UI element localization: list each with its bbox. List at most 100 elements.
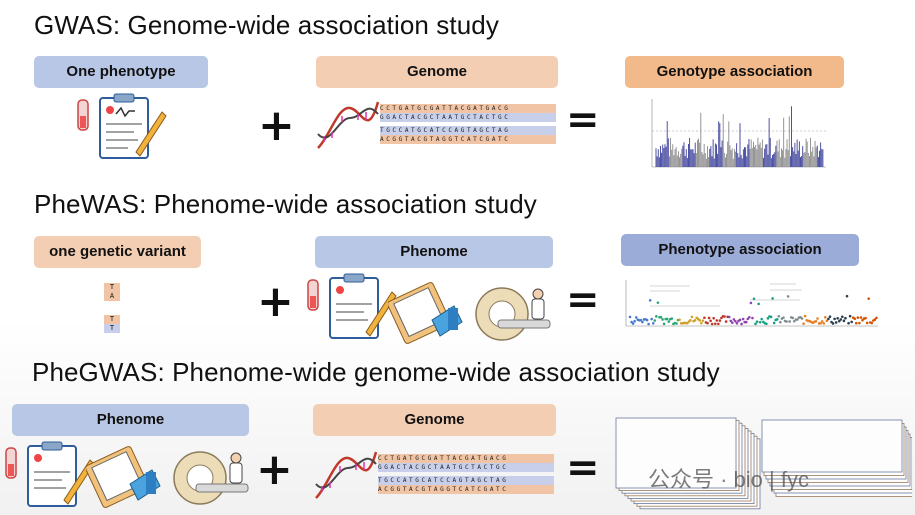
phewas-dot xyxy=(850,320,853,324)
phewas-dot xyxy=(786,295,790,298)
phewas-dot xyxy=(803,314,807,318)
phewas-dot xyxy=(670,317,674,320)
phewas-dot xyxy=(755,320,759,323)
phewas-dot xyxy=(712,316,715,320)
phewas-dot xyxy=(839,318,843,321)
phewas-dot xyxy=(700,321,703,325)
phewas-dot xyxy=(785,320,788,323)
mri-scanner-icon xyxy=(475,287,551,341)
phewas-plot-icon xyxy=(625,280,878,327)
phewas-dot xyxy=(793,319,796,323)
phewas-dot xyxy=(662,322,666,326)
variant-base: T xyxy=(104,324,120,333)
phewas-dot xyxy=(824,315,827,319)
phewas-dot xyxy=(831,322,835,325)
phewas-dot xyxy=(845,294,849,298)
phewas-dot xyxy=(738,318,742,322)
phewas-dot xyxy=(779,320,782,324)
phewas-dot xyxy=(723,315,726,318)
phewas-dot xyxy=(634,316,638,319)
phewas-dot xyxy=(848,314,852,318)
phewas-dot xyxy=(825,319,829,323)
phewas-dot xyxy=(752,297,756,301)
sequence-row: GGACTACGCTAATGCTACTGC xyxy=(378,463,554,472)
phewas-dot xyxy=(639,318,643,322)
doctor-clipboard-icon xyxy=(86,446,161,508)
phewas-dot xyxy=(734,319,737,323)
sequence-row: CCTGATGCGATTACGATGACG xyxy=(380,104,556,113)
sequence-row: ACGGTACGTAGGTCATCGATC xyxy=(380,135,556,144)
equals-sign: = xyxy=(566,277,600,323)
phewas-dot xyxy=(641,320,644,324)
phewas-dot xyxy=(744,320,748,324)
phewas-dot xyxy=(822,322,826,325)
phewas-dot xyxy=(853,317,857,320)
phewas-dot xyxy=(731,321,734,324)
phewas-dot xyxy=(693,318,697,322)
phewas-dot xyxy=(741,317,745,321)
dna-sequence-genome-phegwas: CCTGATGCGATTACGATGACG GGACTACGCTAATGCTAC… xyxy=(378,454,554,494)
phewas-dot xyxy=(758,320,762,324)
gwas-title: GWAS: Genome-wide association study xyxy=(34,10,499,40)
phewas-dot xyxy=(864,316,867,320)
phewas-dot xyxy=(749,301,753,305)
mri-scanner-icon xyxy=(173,451,249,505)
phewas-dot xyxy=(771,297,774,300)
phewas-dot xyxy=(820,320,824,323)
phewas-dot xyxy=(772,321,776,325)
phewas-dot xyxy=(689,319,692,322)
phewas-dot xyxy=(775,318,779,321)
phewas-dot xyxy=(865,321,869,325)
phewas-dot xyxy=(628,315,632,319)
plus-sign: + xyxy=(257,276,294,327)
sequence-row: TGCCATGCATCCAGTAGCTAG xyxy=(380,126,556,135)
dna-helix-icon xyxy=(315,451,378,499)
phenome-box: Phenome xyxy=(315,236,553,268)
phewas-dot xyxy=(751,316,754,320)
phewas-dot xyxy=(757,302,760,306)
phewas-dot xyxy=(732,318,736,321)
phewas-title: PheWAS: Phenome-wide association study xyxy=(34,189,537,219)
phewas-dot xyxy=(645,318,649,322)
phewas-dot xyxy=(703,316,706,320)
phewas-dot xyxy=(827,317,830,321)
phewas-dot xyxy=(715,319,719,322)
phewas-dot xyxy=(816,317,819,320)
phewas-dot xyxy=(717,322,720,326)
phewas-dot xyxy=(698,319,702,322)
phewas-dot xyxy=(651,321,655,325)
clipboard-icon xyxy=(5,441,95,507)
stacked-plot-panel xyxy=(761,419,903,473)
phewas-dot xyxy=(707,316,711,320)
phewas-dot xyxy=(729,319,733,323)
variant-base: T xyxy=(104,283,120,292)
phewas-dot xyxy=(633,319,636,323)
phewas-dot xyxy=(701,319,705,322)
clipboard-icon xyxy=(77,93,167,159)
phewas-dot xyxy=(675,322,678,325)
phewas-dot xyxy=(713,322,717,326)
sequence-row: GGACTACGCTAATGCTACTGC xyxy=(380,113,556,122)
phewas-dot xyxy=(727,315,731,319)
genotype-association-box: Genotype association xyxy=(625,56,844,88)
phewas-dot xyxy=(655,315,658,318)
phenome-box-phegwas: Phenome xyxy=(12,404,249,436)
clipboard-icon xyxy=(307,273,397,339)
phewas-dot xyxy=(766,317,770,320)
phewas-dot xyxy=(836,316,839,320)
phewas-dot xyxy=(653,319,657,322)
doctor-clipboard-icon xyxy=(388,282,463,344)
phewas-dot xyxy=(833,317,836,321)
phewas-dot xyxy=(724,320,728,323)
phewas-dot xyxy=(855,321,858,325)
genetic-variant-icon: T A T T xyxy=(104,283,120,333)
phewas-dot xyxy=(796,318,799,321)
phewas-dot xyxy=(791,316,795,320)
phewas-dot xyxy=(686,321,689,325)
phewas-dot xyxy=(856,316,860,319)
phewas-dot xyxy=(709,319,712,323)
phewas-dot xyxy=(746,317,750,321)
phewas-dot xyxy=(859,316,863,319)
dna-helix-icon xyxy=(317,101,380,149)
phewas-dot xyxy=(650,317,653,321)
